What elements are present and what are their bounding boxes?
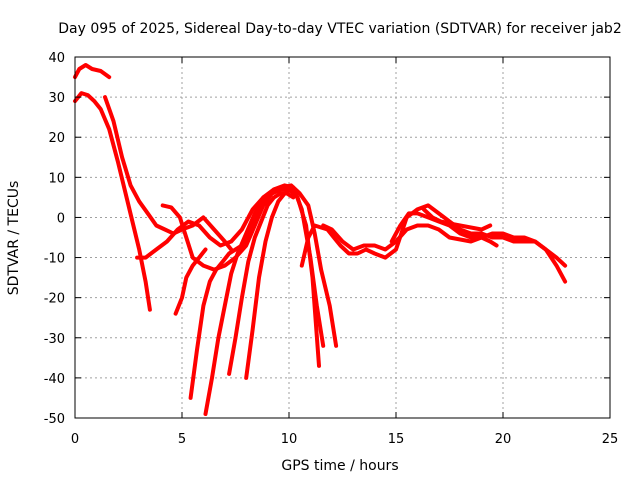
series-line-s9: [227, 191, 296, 376]
y-axis-label: SDTVAR / TECUs: [6, 181, 22, 296]
series-line-s11: [299, 203, 568, 284]
y-tick-label: -20: [44, 292, 65, 307]
series-line-s8: [203, 187, 298, 416]
x-tick-label: 5: [178, 432, 186, 447]
series-line-s14: [421, 207, 493, 232]
series-line-s4: [135, 183, 326, 348]
x-tick-label: 25: [602, 432, 619, 447]
y-axis: -50 -40 -30 -20 -10 0 10 20 30 40: [44, 51, 610, 427]
x-axis-label: GPS time / hours: [281, 458, 398, 474]
x-tick-label: 10: [281, 432, 298, 447]
series-layer: [73, 63, 568, 416]
y-tick-label: -10: [44, 252, 65, 267]
x-tick-label: 15: [388, 432, 405, 447]
y-tick-label: -30: [44, 332, 65, 347]
x-tick-label: 0: [71, 432, 79, 447]
plot-frame: [74, 56, 611, 419]
grid-lines: [75, 57, 610, 418]
x-tick-label: 20: [495, 432, 512, 447]
y-tick-label: 20: [48, 131, 65, 146]
chart-title: Day 095 of 2025, Sidereal Day-to-day VTE…: [58, 21, 621, 37]
series-line-s1: [73, 63, 112, 80]
series-line-s10: [244, 187, 300, 380]
x-axis: 0 5 10 15 20 25: [71, 57, 618, 447]
series-line-s12: [321, 223, 568, 268]
series-line-s3: [103, 95, 234, 252]
series-line-s2: [73, 91, 152, 312]
y-tick-label: 40: [48, 51, 65, 66]
y-tick-label: -50: [44, 412, 65, 427]
y-tick-label: -40: [44, 372, 65, 387]
series-line-s5: [160, 187, 321, 368]
series-line-s6: [173, 247, 208, 316]
y-tick-label: 30: [48, 91, 65, 106]
y-tick-label: 10: [48, 171, 65, 186]
y-tick-label: 0: [57, 211, 65, 226]
